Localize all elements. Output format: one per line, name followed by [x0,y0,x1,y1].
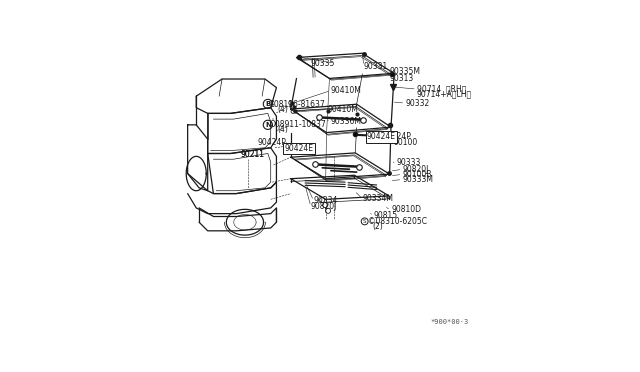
Text: 90424E: 90424E [284,144,314,153]
Text: 90335: 90335 [311,59,335,68]
Text: ß08116-81637: ß08116-81637 [269,100,325,109]
Text: 90424P: 90424P [383,132,412,141]
Text: (4): (4) [278,105,289,115]
Text: 90410M: 90410M [331,86,362,95]
Text: N: N [265,122,271,128]
Text: (2): (2) [372,222,383,231]
Text: ©08310-6205C: ©08310-6205C [367,217,426,226]
Text: 90714  （RH）: 90714 （RH） [417,84,466,93]
Text: (4): (4) [278,125,289,135]
Text: 90333M: 90333M [403,175,433,184]
Text: 90100B: 90100B [403,170,432,179]
Text: 90424P: 90424P [257,138,287,147]
Text: 90332: 90332 [405,99,429,108]
Text: 90211: 90211 [241,150,264,158]
Text: S: S [363,219,367,224]
Text: 90820J: 90820J [311,202,337,211]
Text: 90424E: 90424E [367,132,396,141]
Text: 90810D: 90810D [391,205,421,214]
Text: 90334M: 90334M [362,194,394,203]
Text: 90333: 90333 [397,158,421,167]
Text: *900*00·3: *900*00·3 [430,319,468,326]
Text: 90331: 90331 [364,62,388,71]
Text: 90714+A（LH）: 90714+A（LH） [417,89,472,99]
Text: 90815: 90815 [374,211,398,220]
Text: 90334: 90334 [314,196,338,205]
Text: 90820J: 90820J [403,165,429,174]
Text: 90410M: 90410M [328,105,359,113]
Text: 90211: 90211 [241,150,264,158]
Text: 90313: 90313 [390,74,414,83]
Text: 90336M: 90336M [331,118,362,126]
Text: Ô08911-10837: Ô08911-10837 [269,121,326,129]
Text: 90100: 90100 [394,138,418,147]
Text: 90335M: 90335M [390,67,420,76]
Text: B: B [265,101,271,107]
